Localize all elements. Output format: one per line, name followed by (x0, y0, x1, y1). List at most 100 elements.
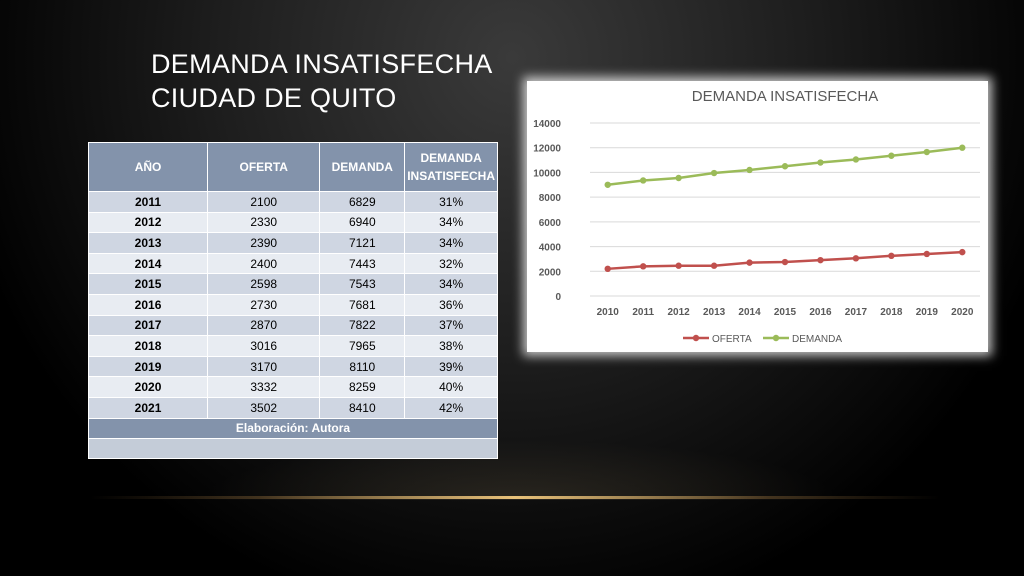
x-tick-label: 2016 (809, 307, 832, 318)
floor-glow-line (90, 496, 940, 499)
cell-oferta: 2390 (207, 232, 321, 254)
data-point-demanda (604, 181, 611, 188)
cell-demanda-insatisfecha: 34% (404, 273, 498, 295)
x-tick-label: 2013 (703, 307, 726, 318)
legend-label-oferta: OFERTA (712, 334, 752, 345)
slide-title-line-2: CIUDAD DE QUITO (151, 83, 397, 113)
cell-oferta: 3332 (207, 376, 321, 398)
data-point-oferta (746, 259, 753, 266)
data-point-demanda (817, 159, 824, 166)
table-row: 2016 2730 7681 36% (87, 293, 498, 316)
line-chart: DEMANDA INSATISFECHA 0 2000 4000 6000 8000 10… (533, 88, 980, 345)
cell-demanda-insatisfecha: 37% (404, 314, 498, 337)
cell-oferta: 3502 (207, 396, 321, 419)
chart-panel: DEMANDA INSATISFECHA 0 2000 4000 6000 8000 10… (527, 81, 988, 352)
cell-year: 2012 (87, 211, 209, 234)
chart-series (604, 144, 966, 273)
cell-demanda-insatisfecha: 34% (404, 211, 498, 234)
cell-year: 2017 (87, 314, 209, 337)
cell-year: 2018 (87, 335, 209, 357)
cell-demanda-insatisfecha: 40% (404, 376, 498, 398)
table-row: 2015 2598 7543 34% (87, 273, 498, 295)
x-tick-label: 2012 (668, 307, 691, 318)
table-row: 2014 2400 7443 32% (87, 252, 498, 275)
data-point-demanda (639, 177, 647, 184)
data-point-oferta (888, 252, 895, 260)
table-empty-row (88, 438, 498, 460)
x-tick-label: 2010 (597, 307, 620, 318)
table-row: 2013 2390 7121 34% (87, 232, 498, 254)
x-axis-ticks: 2010 2011 2012 2013 2014 2015 2016 2017 2018 2019… (597, 307, 974, 318)
cell-demanda-insatisfecha: 38% (404, 335, 498, 357)
data-point-demanda (781, 163, 789, 170)
table-body: 2011 2100 6829 31% 2012 2330 6940 34% 2013 2390 71… (87, 191, 498, 419)
cell-year: 2014 (87, 252, 209, 275)
table-header-row: AÑO OFERTA DEMANDA DEMANDA INSATISFECHA (87, 142, 498, 192)
cell-oferta: 2100 (207, 191, 321, 213)
x-tick-label: 2020 (951, 307, 974, 318)
data-point-oferta (817, 256, 824, 264)
cell-year: 2021 (87, 396, 209, 419)
cell-oferta: 2730 (207, 293, 321, 316)
cell-demanda: 8259 (319, 376, 406, 398)
data-point-demanda (852, 156, 860, 163)
data-point-demanda (675, 174, 682, 182)
data-point-oferta (781, 258, 789, 266)
data-point-demanda (746, 166, 753, 174)
cell-demanda: 7681 (319, 293, 406, 316)
cell-demanda-insatisfecha: 36% (404, 293, 498, 316)
cell-demanda: 7965 (319, 335, 406, 357)
demand-table: AÑO OFERTA DEMANDA DEMANDA INSATISFECHA … (87, 142, 498, 460)
cell-oferta: 3170 (207, 355, 321, 378)
cell-demanda: 7822 (319, 314, 406, 337)
x-tick-label: 2014 (738, 307, 761, 318)
table-row: 2017 2870 7822 37% (87, 314, 498, 337)
data-point-oferta (959, 248, 966, 256)
table-empty-cell (88, 438, 498, 460)
cell-demanda-insatisfecha: 39% (404, 355, 498, 378)
table-row: 2020 3332 8259 40% (87, 376, 498, 398)
header-oferta: OFERTA (207, 142, 321, 192)
cell-oferta: 2400 (207, 252, 321, 275)
data-point-oferta (639, 263, 647, 270)
data-point-demanda (923, 148, 931, 156)
cell-demanda-insatisfecha: 32% (404, 252, 498, 275)
cell-demanda: 8410 (319, 396, 406, 419)
legend-label-demanda: DEMANDA (792, 334, 842, 345)
y-tick-label: 2000 (539, 267, 562, 278)
cell-demanda: 7443 (319, 252, 406, 275)
y-tick-label: 4000 (539, 243, 562, 254)
table-row: 2018 3016 7965 38% (87, 335, 498, 357)
cell-demanda: 6829 (319, 191, 406, 213)
y-tick-label: 14000 (533, 119, 561, 130)
data-point-oferta (604, 265, 611, 273)
cell-year: 2016 (87, 293, 209, 316)
chart-legend: OFERTA DEMANDA (683, 334, 842, 345)
cell-demanda: 8110 (319, 355, 406, 378)
x-tick-label: 2019 (916, 307, 939, 318)
cell-demanda-insatisfecha: 34% (404, 232, 498, 254)
y-tick-label: 10000 (533, 168, 561, 179)
table-row: 2012 2330 6940 34% (87, 211, 498, 234)
table-source-row: Elaboración: Autora (88, 417, 498, 440)
header-demanda-insatisfecha: DEMANDA INSATISFECHA (404, 142, 498, 192)
y-axis-ticks: 0 2000 4000 6000 8000 10000 12000 14000 (533, 119, 561, 303)
y-tick-label: 12000 (533, 144, 561, 155)
header-year: AÑO (87, 142, 209, 192)
cell-demanda-insatisfecha: 31% (404, 191, 498, 213)
y-tick-label: 0 (555, 292, 561, 303)
data-point-oferta (710, 262, 718, 269)
cell-year: 2019 (87, 355, 209, 378)
x-tick-label: 2011 (632, 307, 654, 318)
cell-demanda-insatisfecha: 42% (404, 396, 498, 419)
x-tick-label: 2017 (845, 307, 868, 318)
cell-oferta: 2870 (207, 314, 321, 337)
cell-demanda: 6940 (319, 211, 406, 234)
x-tick-label: 2015 (774, 307, 797, 318)
cell-oferta: 3016 (207, 335, 321, 357)
header-demanda: DEMANDA (319, 142, 406, 192)
legend-marker-oferta (692, 334, 700, 342)
cell-oferta: 2598 (207, 273, 321, 295)
data-point-oferta (852, 255, 860, 262)
table-row: 2019 3170 8110 39% (87, 355, 498, 378)
